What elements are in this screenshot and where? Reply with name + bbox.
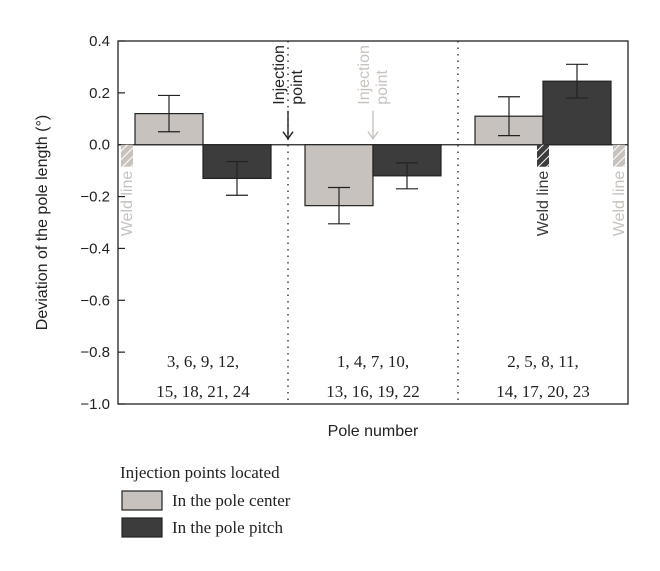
weld-line-marker <box>121 144 133 167</box>
legend-swatch <box>121 490 163 511</box>
category-label-line1: 1, 4, 7, 10, <box>337 352 409 371</box>
plot-frame <box>117 40 629 405</box>
category-label-line1: 3, 6, 9, 12, <box>167 352 239 371</box>
y-tick-label: −0.2 <box>80 189 110 206</box>
injection-label: Injection point <box>271 45 306 105</box>
weld-line-annotation: Weld line <box>119 171 136 237</box>
injection-label-line2: point <box>374 69 391 104</box>
weld-line-marker <box>537 144 549 167</box>
bar-pole-pitch <box>372 144 442 177</box>
category-label-line1: 2, 5, 8, 11, <box>507 352 579 371</box>
injection-label-line1: Injection <box>356 45 373 105</box>
weld-line-label: Weld line <box>535 171 552 237</box>
injection-label: Injection point <box>356 45 391 105</box>
y-tick-label: −0.4 <box>80 240 110 257</box>
injection-arrow-head <box>367 131 379 140</box>
legend-entry: In the pole pitch <box>172 518 283 537</box>
legend-swatch <box>121 517 163 538</box>
y-tick-label: 0.4 <box>89 33 110 50</box>
x-axis-title: Pole number <box>328 423 419 440</box>
legend-title: Injection points located <box>120 463 280 482</box>
injection-arrow-head <box>282 131 294 140</box>
weld-line-label: Weld line <box>119 171 136 237</box>
injection-point-annotation: Injection point <box>356 45 391 140</box>
y-tick-label: 0.0 <box>89 137 110 154</box>
y-axis-title: Deviation of the pole length (°) <box>34 115 51 330</box>
injection-label-line1: Injection <box>271 45 288 105</box>
y-axis-title-group: Deviation of the pole length (°) <box>34 115 51 330</box>
category-label-line2: 14, 17, 20, 23 <box>496 382 590 401</box>
y-tick-label: −0.8 <box>80 344 110 361</box>
weld-line-marker <box>613 144 625 167</box>
category-label-line2: 13, 16, 19, 22 <box>326 382 420 401</box>
category-label-line2: 15, 18, 21, 24 <box>156 382 250 401</box>
weld-line-annotation: Weld line <box>535 171 552 237</box>
weld-line-label: Weld line <box>611 171 628 237</box>
injection-label-line2: point <box>289 69 306 104</box>
weld-line-annotation: Weld line <box>611 171 628 237</box>
legend-entry: In the pole center <box>172 491 291 510</box>
injection-point-annotation: Injection point <box>271 45 306 140</box>
y-tick-label: 0.2 <box>89 85 110 102</box>
y-tick-label: −0.6 <box>80 292 110 309</box>
y-tick-label: −1.0 <box>80 396 110 413</box>
